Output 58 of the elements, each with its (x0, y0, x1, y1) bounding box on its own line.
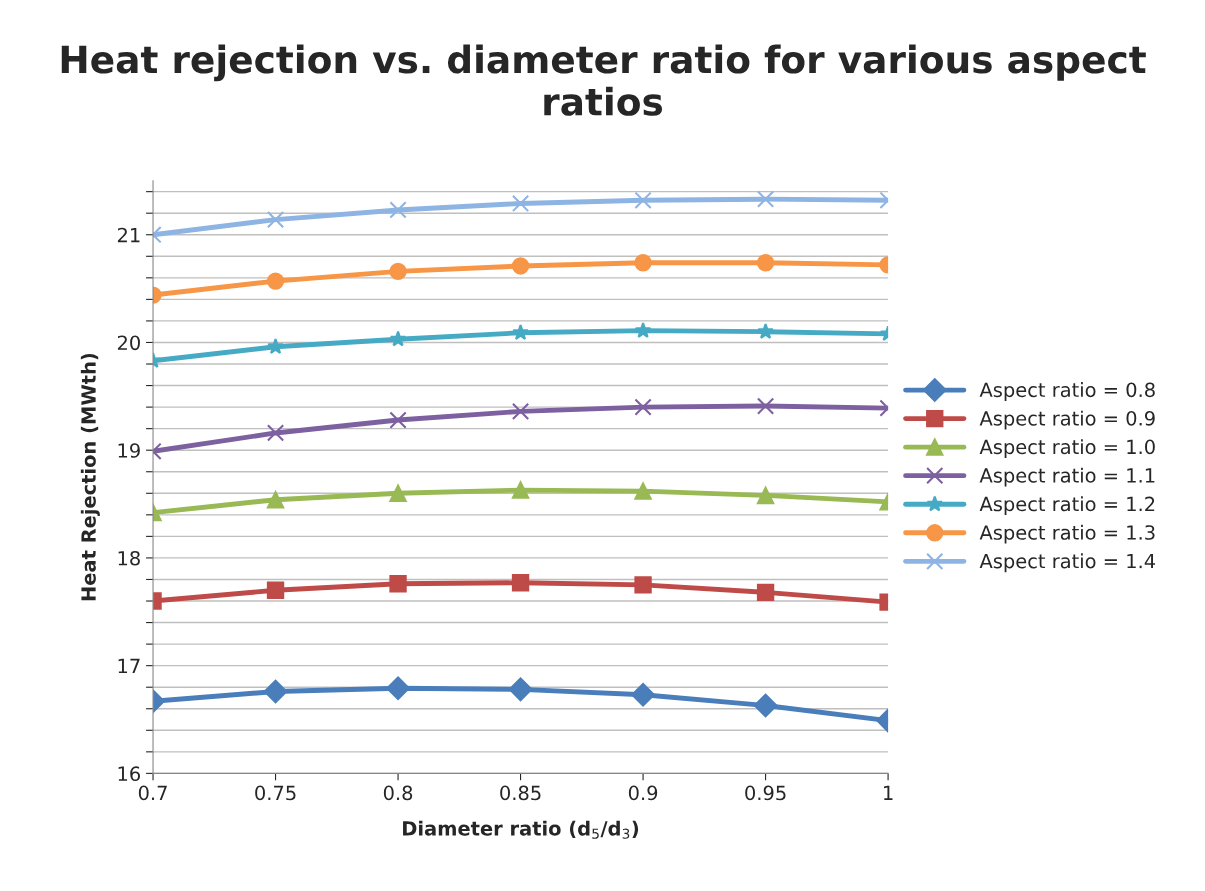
point (389, 201, 407, 219)
y-tick-label: 20 (117, 335, 140, 351)
point (756, 190, 775, 208)
point (511, 257, 530, 275)
point (267, 338, 284, 354)
point (511, 402, 530, 421)
legend-label: Aspect ratio = 1.0 (979, 439, 1155, 458)
x-tick-label: 0.8 (383, 785, 413, 801)
y-tick-label: 18 (118, 550, 140, 566)
point (634, 398, 652, 416)
point (389, 411, 407, 429)
legend-label: Aspect ratio = 1.4 (979, 553, 1156, 573)
point (757, 323, 774, 339)
point (512, 324, 529, 340)
point (634, 321, 652, 338)
point (511, 194, 530, 213)
legend-label: Aspect ratio = 0.8 (979, 382, 1155, 401)
point (389, 484, 407, 502)
point (511, 574, 530, 592)
legend-label: Aspect ratio = 1.2 (979, 496, 1155, 516)
point (266, 272, 285, 290)
point (266, 424, 285, 442)
legend-label: Aspect ratio = 1.1 (979, 467, 1155, 487)
y-axis-title: Heat Rejection (MWth) (80, 353, 100, 601)
x-tick-label: 1 (884, 785, 893, 800)
point (634, 254, 652, 272)
point (389, 330, 407, 347)
point (386, 676, 410, 701)
point (266, 581, 285, 599)
point (756, 254, 775, 272)
x-tick-label: 0.85 (500, 785, 541, 801)
x-tick-label: 0.95 (745, 785, 786, 801)
legend-label: Aspect ratio = 1.3 (979, 524, 1155, 544)
x-tick-label: 0.7 (138, 785, 167, 801)
x-tick-label: 0.9 (628, 785, 658, 801)
point (634, 576, 652, 594)
point (511, 481, 530, 499)
point (266, 491, 285, 509)
point (389, 262, 407, 281)
point (631, 682, 655, 707)
x-tick-label: 0.75 (255, 785, 296, 801)
y-tick-label: 19 (118, 443, 140, 458)
legend-label: Aspect ratio = 0.9 (979, 410, 1155, 430)
point (756, 397, 775, 415)
y-tick-label: 16 (118, 766, 140, 782)
x-axis-title: Diameter ratio (d$_{5}$/d$_{3}$) (403, 820, 639, 839)
y-tick-label: 17 (118, 658, 140, 674)
point (266, 210, 285, 229)
point (634, 482, 652, 500)
y-tick-label: 21 (117, 227, 140, 243)
point (756, 583, 775, 602)
point (634, 191, 652, 209)
point (389, 575, 407, 593)
chart-title: Heat rejection vs. diameter ratio for various aspect ratios (61, 44, 1146, 116)
point (756, 486, 775, 505)
point (263, 679, 288, 704)
point (508, 677, 533, 702)
point (753, 693, 778, 718)
